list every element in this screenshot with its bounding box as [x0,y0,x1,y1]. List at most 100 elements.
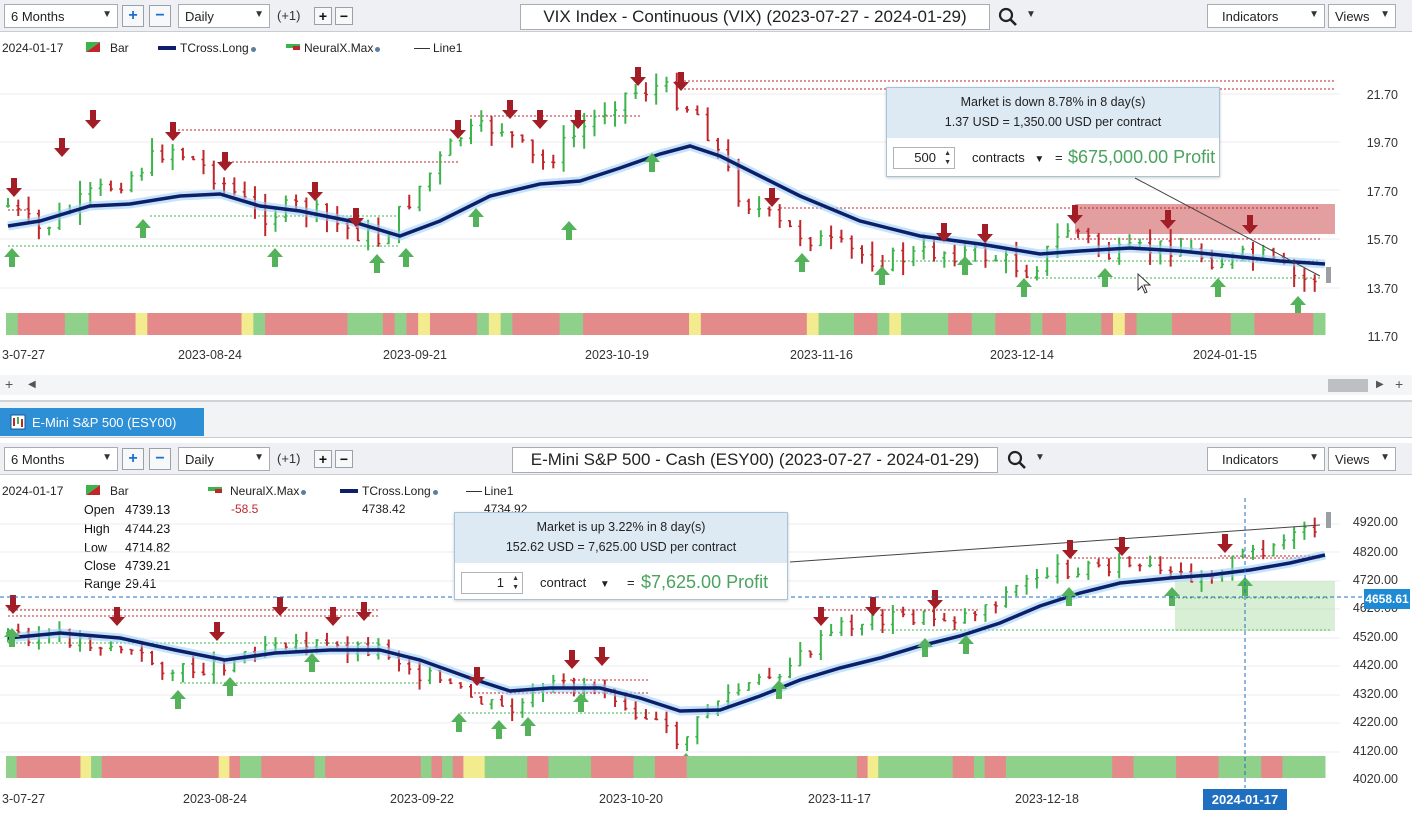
top-scroll-thumb[interactable] [1328,379,1368,392]
bottom-chart-strip-cell [1176,756,1188,778]
bottom-chart-strip-cell [261,756,273,778]
top-legend-bar: Bar [110,41,129,55]
top-views-button[interactable]: Views [1328,4,1396,28]
top-horizontal-scrollbar[interactable]: + ◀ ▶ + [0,375,1412,395]
top-legend-date: 2024-01-17 [2,41,64,55]
bottom-chart-strip-cell [835,756,847,778]
bottom-contracts-stepper[interactable]: 1 [461,572,523,594]
top-legend-neuralx: NeuralX.Max [304,41,381,55]
top-chart-strip-cell [535,313,549,335]
bottom-remove-button[interactable]: − [335,450,353,468]
bottom-contracts-select[interactable]: contract ▼ [540,575,610,590]
top-chart-sell-arrow-icon [977,224,993,243]
bottom-x-tick: 2023-12-18 [1015,792,1079,806]
top-chart-strip-cell [1301,313,1314,335]
top-profit-popup: Market is down 8.78% in 8 day(s) 1.37 US… [886,87,1220,177]
top-chart-strip-cell [700,313,714,335]
top-chart-strip-cell [1230,313,1244,335]
top-contracts-stepper[interactable]: 500 [893,147,955,169]
top-offset-label: (+1) [277,8,301,23]
top-views-label: Views [1335,8,1370,24]
top-chart-line1 [1134,177,1321,277]
bottom-legend-date: 2024-01-17 [2,484,64,498]
top-chart-sell-arrow-icon [6,178,22,197]
bottom-chart-strip-cell [920,756,932,778]
bottom-chart-strip-cell [612,756,624,778]
top-contracts-select[interactable]: contracts ▼ [972,150,1044,165]
top-chart-buy-arrow-icon [644,153,660,172]
bottom-zoom-out-button[interactable]: − [149,448,171,470]
bottom-search-icon[interactable] [1006,449,1028,471]
top-chart-strip-cell [783,313,796,335]
top-chart-strip-cell [1313,313,1326,335]
bottom-chart-strip-cell [569,756,581,778]
top-zoom-out-button[interactable]: − [149,5,171,27]
bottom-chart-title[interactable]: E-Mini S&P 500 - Cash (ESY00) (2023-07-2… [512,447,998,473]
top-scroll-plus-icon[interactable]: + [5,376,14,392]
top-chart-strip-cell [912,313,926,335]
bottom-chart-sell-arrow-icon [469,667,485,686]
top-x-tick: 2023-09-21 [383,348,447,362]
top-chart-strip-cell [1148,313,1161,335]
bottom-chart-buy-arrow-icon [491,720,507,739]
bottom-chart-buy-arrow-icon [771,680,787,699]
top-search-dropdown-icon[interactable]: ▼ [1026,9,1036,20]
bottom-price-chart[interactable] [0,498,1412,788]
top-chart-strip-cell [1207,313,1220,335]
top-chart-strip-cell [359,313,372,335]
bottom-chart-sell-arrow-icon [5,595,21,614]
top-search-icon[interactable] [997,6,1019,28]
top-interval-select[interactable]: Daily [178,4,270,28]
top-period-select[interactable]: 6 Months [4,4,118,28]
top-chart-sell-arrow-icon [85,110,101,129]
bottom-chart-strip-cell [867,756,879,778]
bottom-chart-strip-cell [16,756,28,778]
top-chart-strip-cell [488,313,502,335]
top-scroll-plus-right-icon[interactable]: + [1395,376,1404,392]
top-chart-title[interactable]: VIX Index - Continuous (VIX) (2023-07-27… [520,4,990,30]
bottom-chart-strip-cell [973,756,986,778]
bottom-interval-select[interactable]: Daily [178,447,270,471]
bottom-views-button[interactable]: Views [1328,447,1396,471]
bottom-indicators-button[interactable]: Indicators [1207,447,1325,471]
bottom-search-dropdown-icon[interactable]: ▼ [1035,452,1045,463]
top-chart-buy-arrow-icon [4,248,20,267]
top-zoom-in-button[interactable]: + [122,5,144,27]
top-scroll-right-icon[interactable]: ▶ [1376,379,1384,390]
top-chart-strip-cell [1266,313,1279,335]
bottom-chart-strip-cell [250,756,262,778]
top-add-button[interactable]: + [314,7,332,25]
bottom-chart-strip-cell [388,756,401,778]
bottom-add-button[interactable]: + [314,450,332,468]
top-remove-button[interactable]: − [335,7,353,25]
top-popup-equals: = [1055,150,1063,165]
top-chart-strip-cell [253,313,266,335]
top-x-tick: 3-07-27 [2,348,46,362]
top-scroll-left-icon[interactable]: ◀ [28,379,36,390]
top-chart-sell-arrow-icon [502,100,518,119]
bottom-chart-strip-cell [282,756,294,778]
top-tcross-swatch-icon [158,46,176,50]
bottom-chart-strip-cell [1133,756,1145,778]
top-chart-strip-cell [653,313,666,335]
bottom-period-select[interactable]: 6 Months [4,447,118,471]
bottom-chart-strip-cell [1303,756,1315,778]
tab-emini-sp500[interactable]: E-Mini S&P 500 (ESY00) [0,408,204,436]
bottom-chart-sell-arrow-icon [356,602,372,621]
bottom-chart-strip-cell [548,756,560,778]
top-chart-sell-arrow-icon [764,188,780,207]
top-chart-strip-cell [371,313,384,335]
top-chart-sell-arrow-icon [673,72,689,91]
bottom-chart-strip-cell [91,756,103,778]
bottom-legend-tcross: TCross.Long [362,484,438,498]
bottom-profit-popup: Market is up 3.22% in 8 day(s) 152.62 US… [454,512,788,600]
bottom-zoom-in-button[interactable]: + [122,448,144,470]
bottom-chart-sell-arrow-icon [813,607,829,626]
bottom-chart-strip-cell [357,756,369,778]
top-chart-strip-cell [100,313,113,335]
top-indicators-button[interactable]: Indicators [1207,4,1325,28]
top-contracts-dropdown-icon: ▼ [1034,154,1045,165]
top-x-tick: 2024-01-15 [1193,348,1257,362]
bottom-chart-strip-cell [1154,756,1166,778]
ohlc-close-label: Close [84,559,116,573]
